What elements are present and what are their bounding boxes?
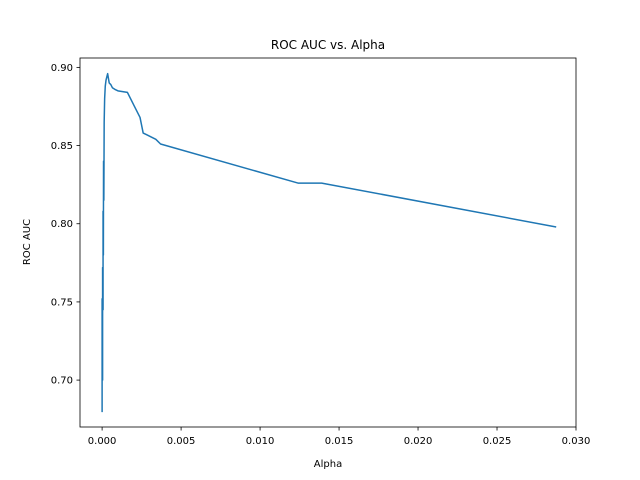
y-tick-label: 0.85	[51, 141, 73, 152]
plot-background	[80, 58, 576, 427]
plot-area	[79, 57, 577, 428]
y-tick-label: 0.70	[51, 376, 73, 387]
x-tick-label: 0.000	[88, 436, 117, 447]
y-tick-label: 0.75	[51, 297, 73, 308]
plot-frame	[79, 57, 577, 428]
y-tick-label: 0.80	[51, 219, 73, 230]
x-axis-label: Alpha	[314, 459, 342, 470]
x-tick-label: 0.025	[483, 436, 512, 447]
roc-auc-line	[101, 72, 557, 413]
y-axis-label: ROC AUC	[22, 219, 33, 265]
x-tick-label: 0.030	[562, 436, 591, 447]
chart-title: ROC AUC vs. Alpha	[271, 38, 385, 52]
x-axis: 0.000 0.005 0.010 0.015 0.020 0.025 0.030	[88, 427, 591, 447]
y-tick-label: 0.90	[51, 63, 73, 74]
x-tick-label: 0.005	[167, 436, 196, 447]
x-tick-label: 0.020	[404, 436, 433, 447]
x-tick-label: 0.015	[325, 436, 354, 447]
x-tick-label: 0.010	[246, 436, 275, 447]
y-axis: 0.70 0.75 0.80 0.85 0.90	[51, 63, 80, 387]
